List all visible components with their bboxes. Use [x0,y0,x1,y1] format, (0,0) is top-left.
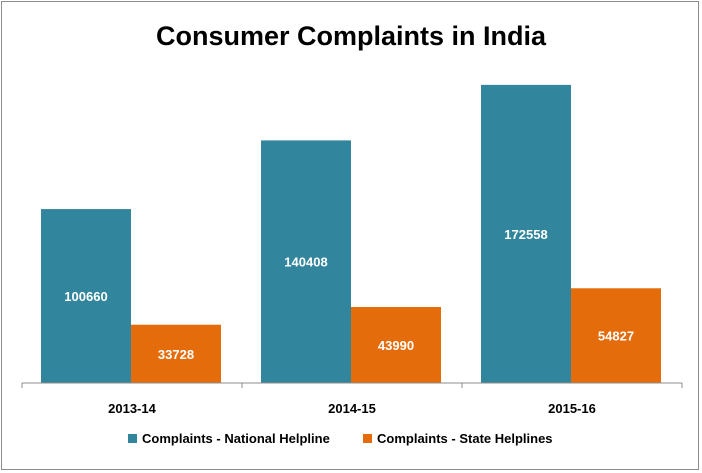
data-label-national-2015-16: 172558 [504,227,547,242]
x-tick-label-2014-15: 2014-15 [328,401,376,416]
bars-layer: 100660 33728 140408 43990 172558 54827 [41,84,661,383]
data-label-national-2014-15: 140408 [284,255,327,270]
data-label-state-2015-16: 54827 [598,329,634,344]
bar-national-2013-14 [41,209,131,383]
bar-national-2015-16 [481,84,571,383]
bar-state-2013-14 [131,324,221,383]
legend: Complaints - National Helpline Complaints… [128,431,553,446]
data-label-national-2013-14: 100660 [64,289,107,304]
bar-state-2015-16 [571,288,661,383]
data-label-state-2014-15: 43990 [378,338,414,353]
legend-swatch-national [128,434,137,443]
bar-national-2014-15 [261,140,351,383]
legend-label-national: Complaints - National Helpline [142,431,330,446]
legend-label-state: Complaints - State Helplines [377,431,553,446]
chart-title: Consumer Complaints in India [156,21,547,51]
x-tick-label-2015-16: 2015-16 [548,401,596,416]
bar-state-2014-15 [351,306,441,383]
x-tick-label-2013-14: 2013-14 [108,401,156,416]
x-axis-ticks: 2013-14 2014-15 2015-16 [21,383,683,416]
legend-swatch-state [363,434,372,443]
data-label-state-2013-14: 33728 [158,347,194,362]
